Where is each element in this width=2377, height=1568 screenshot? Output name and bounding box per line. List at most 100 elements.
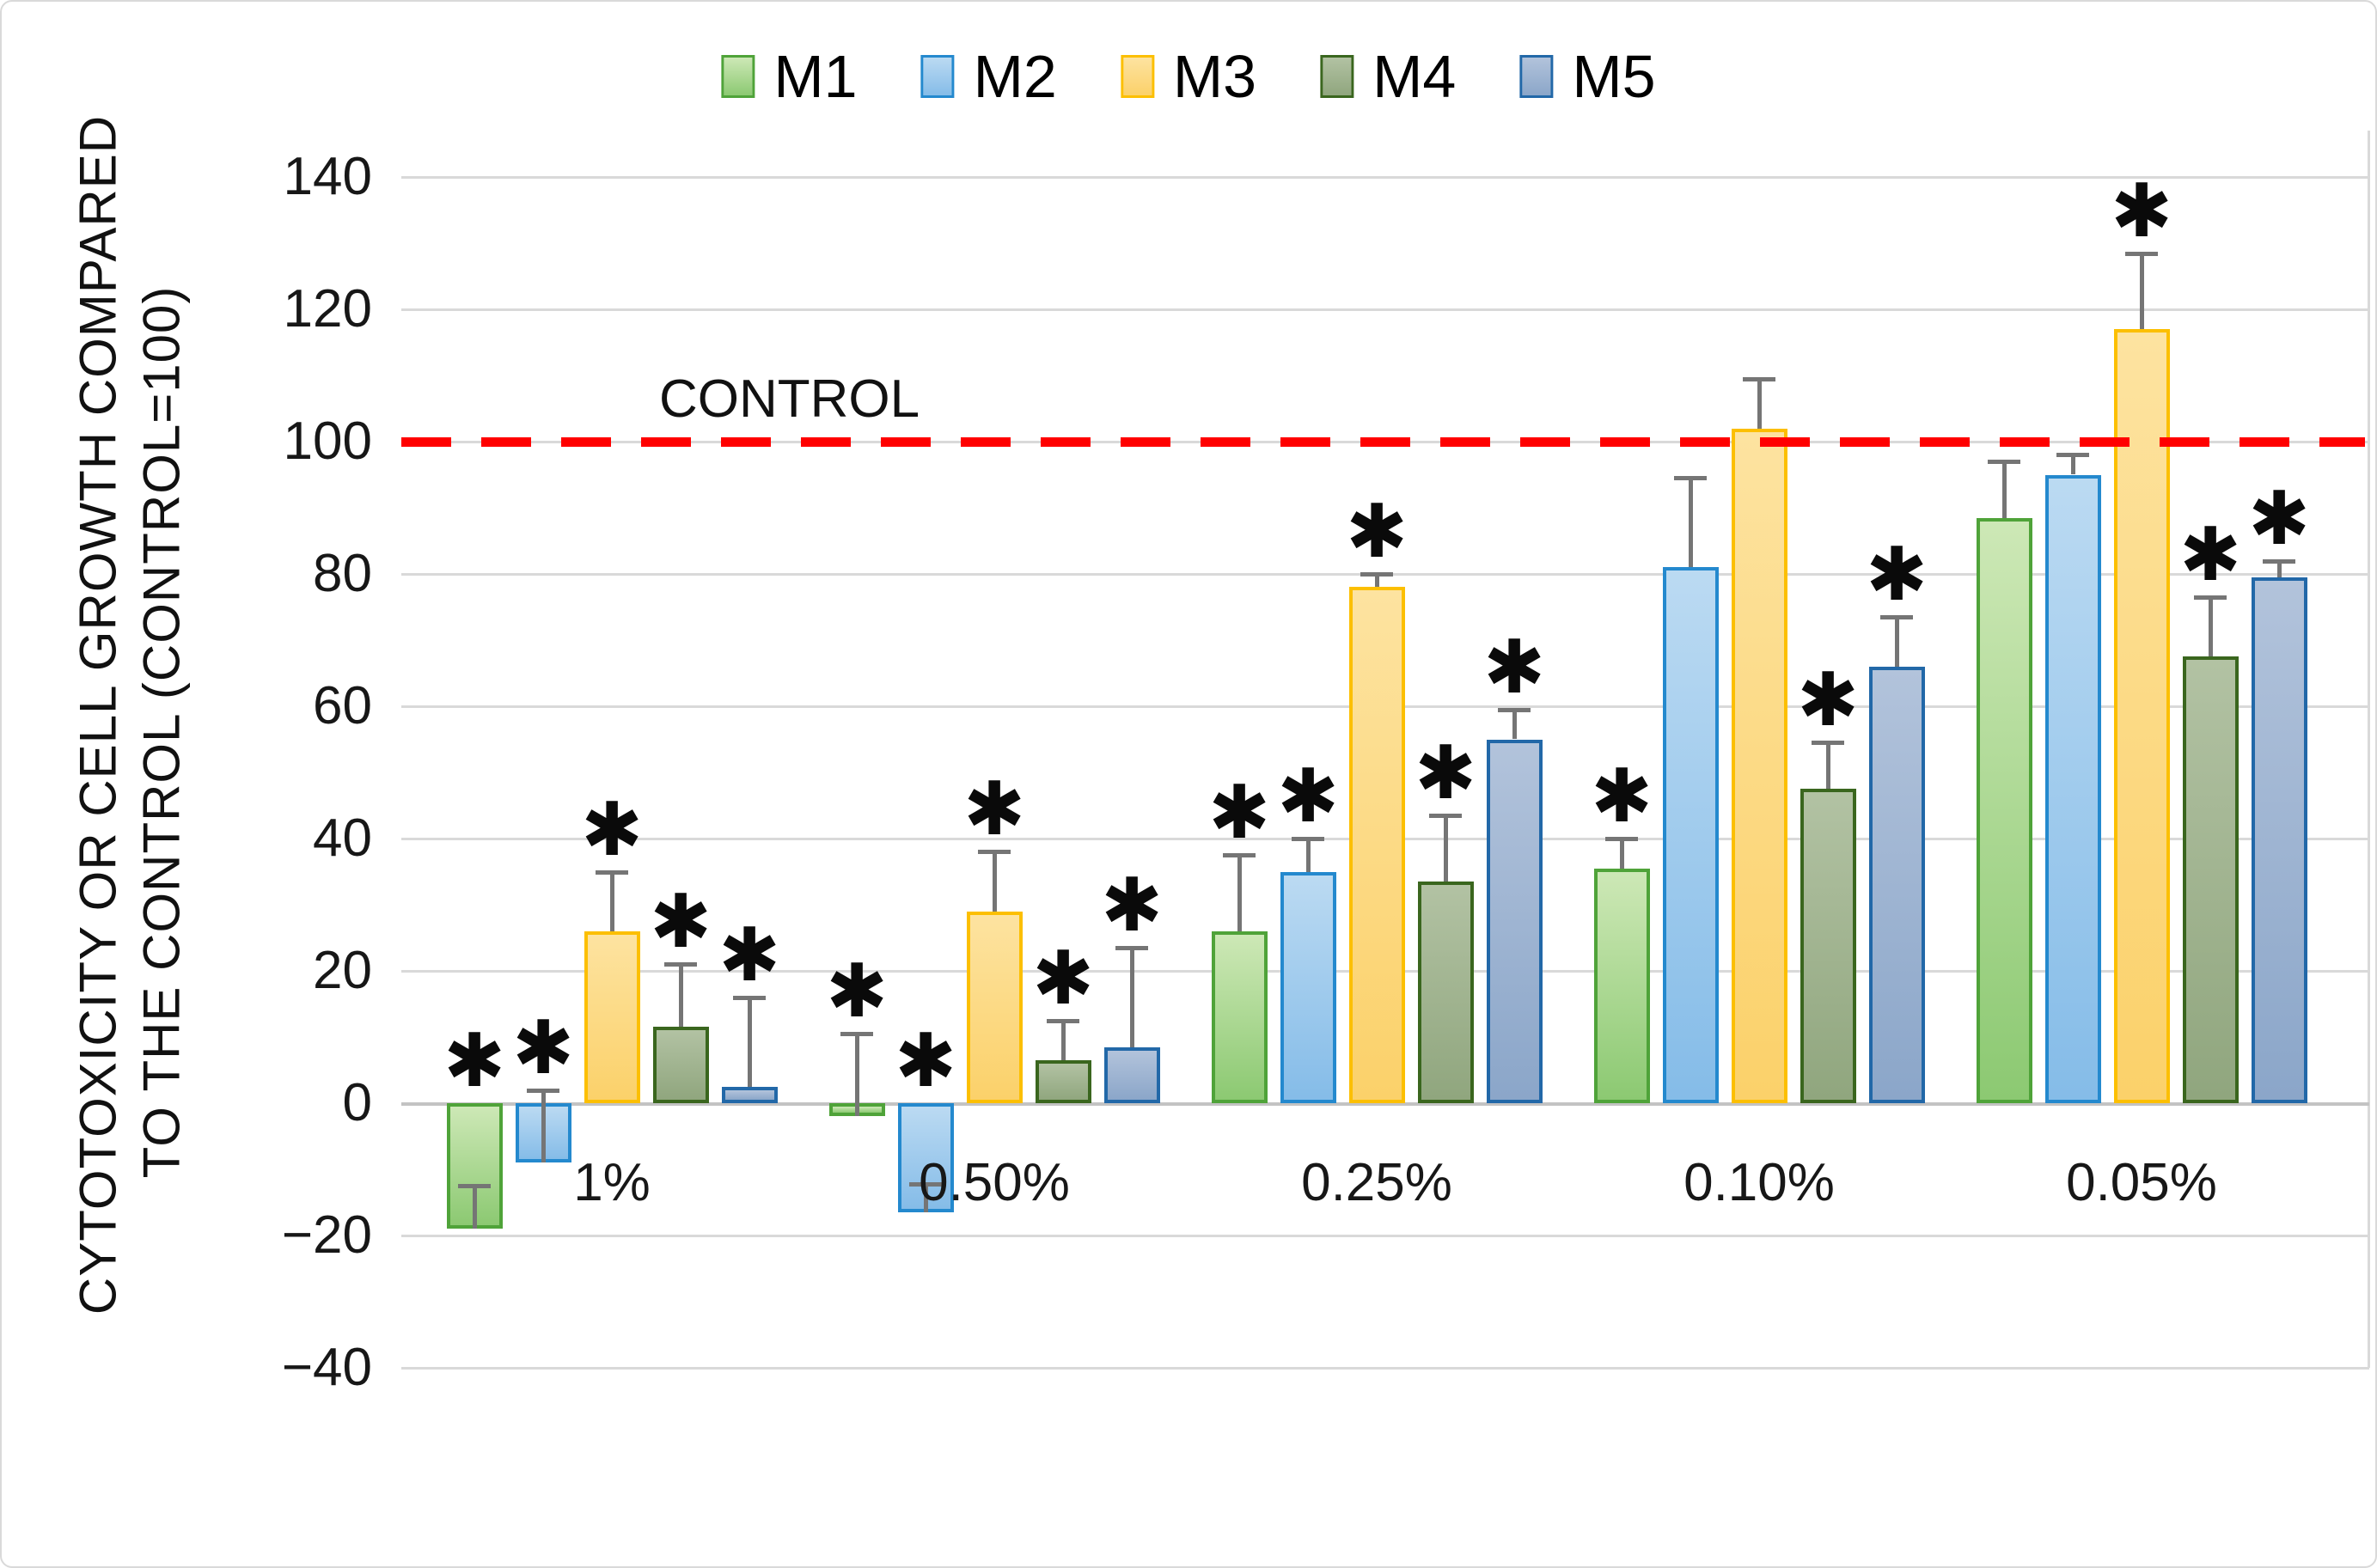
bar-M3-0.05% xyxy=(2113,329,2170,1103)
error-bar-cap xyxy=(1115,946,1148,951)
error-bar-stem xyxy=(2071,455,2075,475)
bar-M5-1% xyxy=(721,1086,778,1103)
bar-M3-0.25% xyxy=(1348,587,1405,1103)
error-bar-cap xyxy=(1988,460,2020,465)
bar-M3-0.50% xyxy=(966,911,1023,1103)
error-bar-cap xyxy=(596,869,628,875)
error-bar-cap xyxy=(1360,572,1393,577)
y-axis-title-line2: TO THE CONTROL (CONTROL=100) xyxy=(132,285,191,1179)
significance-asterisk: ✱ xyxy=(1031,935,1095,1022)
legend-label-M2: M2 xyxy=(973,43,1057,110)
x-category-label: 0.50% xyxy=(919,1153,1070,1212)
significance-asterisk: ✱ xyxy=(649,879,712,966)
legend-swatch-M3 xyxy=(1120,55,1154,98)
error-bar-cap xyxy=(664,962,697,967)
error-bar-cap xyxy=(527,1088,559,1093)
significance-asterisk: ✱ xyxy=(2110,168,2173,254)
x-category-label: 0.05% xyxy=(2066,1153,2217,1212)
y-tick-label: 60 xyxy=(313,676,372,735)
error-bar-stem xyxy=(993,851,997,912)
legend-item-M2: M2 xyxy=(920,43,1057,110)
y-tick-label: −20 xyxy=(281,1205,372,1265)
significance-asterisk: ✱ xyxy=(718,912,781,998)
y-tick-label: 40 xyxy=(313,808,372,868)
x-category-label: 0.25% xyxy=(1301,1153,1452,1212)
y-axis-title-line1: CYTOTOXICITY OR CELL GROWTH COMPARED xyxy=(69,114,127,1315)
x-axis-line xyxy=(401,1102,2369,1106)
y-tick-label: 20 xyxy=(313,941,372,1000)
significance-asterisk: ✱ xyxy=(2178,511,2242,598)
error-bar-stem xyxy=(1061,1020,1066,1060)
significance-asterisk: ✱ xyxy=(894,1018,957,1104)
significance-asterisk: ✱ xyxy=(825,949,889,1035)
gridline xyxy=(401,1367,2369,1370)
error-bar-stem xyxy=(541,1089,546,1163)
error-bar-stem xyxy=(1444,815,1448,882)
legend-item-M1: M1 xyxy=(721,43,858,110)
error-bar-cap xyxy=(458,1184,491,1189)
error-bar-stem xyxy=(924,1183,928,1213)
significance-asterisk: ✱ xyxy=(962,766,1026,853)
bar-M4-1% xyxy=(652,1027,709,1103)
error-bar-cap xyxy=(1674,476,1707,481)
gridline xyxy=(401,308,2369,311)
error-bar-cap xyxy=(1743,376,1775,381)
error-bar-stem xyxy=(1826,742,1830,790)
significance-asterisk: ✱ xyxy=(1207,770,1271,857)
x-category-label: 1% xyxy=(573,1153,651,1212)
legend-item-M3: M3 xyxy=(1120,46,1256,107)
control-line-label: CONTROL xyxy=(659,369,920,429)
legend-item-M4: M4 xyxy=(1320,46,1456,107)
error-bar-stem xyxy=(473,1186,477,1229)
bar-M4-0.05% xyxy=(2182,656,2239,1103)
gridline xyxy=(401,176,2369,179)
legend-swatch-M5 xyxy=(1519,55,1554,98)
error-bar-cap xyxy=(1605,837,1638,841)
error-bar-cap xyxy=(2125,251,2158,256)
error-bar-cap xyxy=(1292,837,1324,841)
error-bar-stem xyxy=(610,871,614,931)
error-bar-stem xyxy=(2140,253,2144,330)
bar-M3-1% xyxy=(584,930,640,1103)
error-bar-cap xyxy=(1880,615,1913,620)
error-bar-cap xyxy=(978,850,1011,855)
significance-asterisk: ✱ xyxy=(443,1018,506,1104)
y-tick-label: 80 xyxy=(313,544,372,603)
significance-asterisk: ✱ xyxy=(511,1004,575,1091)
bar-M5-0.50% xyxy=(1103,1046,1160,1103)
error-bar-stem xyxy=(1757,378,1762,429)
bar-M5-0.25% xyxy=(1486,739,1543,1103)
significance-asterisk: ✱ xyxy=(1100,863,1164,949)
error-bar-stem xyxy=(1130,948,1134,1047)
legend-label-M1: M1 xyxy=(773,43,858,110)
error-bar-cap xyxy=(1498,707,1531,712)
error-bar-stem xyxy=(1237,855,1242,931)
significance-asterisk: ✱ xyxy=(1796,657,1860,744)
error-bar-stem xyxy=(1689,478,1693,568)
error-bar-cap xyxy=(2263,558,2295,564)
error-bar-cap xyxy=(1429,814,1462,819)
legend-label-M5: M5 xyxy=(1572,43,1656,110)
error-bar-stem xyxy=(2277,560,2282,577)
y-tick-label: 140 xyxy=(283,147,372,206)
error-bar-cap xyxy=(1047,1018,1079,1023)
significance-asterisk: ✱ xyxy=(1345,489,1408,575)
bar-M1-0.10% xyxy=(1593,868,1650,1103)
error-bar-stem xyxy=(1620,839,1624,869)
error-bar-cap xyxy=(1223,853,1256,858)
x-category-label: 0.10% xyxy=(1683,1153,1835,1212)
bar-M5-0.05% xyxy=(2251,577,2307,1103)
error-bar-cap xyxy=(1812,741,1844,746)
y-tick-label: 100 xyxy=(283,412,372,471)
error-bar-stem xyxy=(1375,574,1379,588)
bar-M1-0.05% xyxy=(1976,517,2032,1103)
error-bar-stem xyxy=(2002,461,2007,518)
y-tick-label: −40 xyxy=(281,1338,372,1397)
error-bar-stem xyxy=(748,997,752,1087)
error-bar-cap xyxy=(2056,453,2089,458)
error-bar-cap xyxy=(733,995,766,1000)
significance-asterisk: ✱ xyxy=(1482,624,1546,711)
significance-asterisk: ✱ xyxy=(2247,475,2311,562)
error-bar-cap xyxy=(909,1181,942,1187)
